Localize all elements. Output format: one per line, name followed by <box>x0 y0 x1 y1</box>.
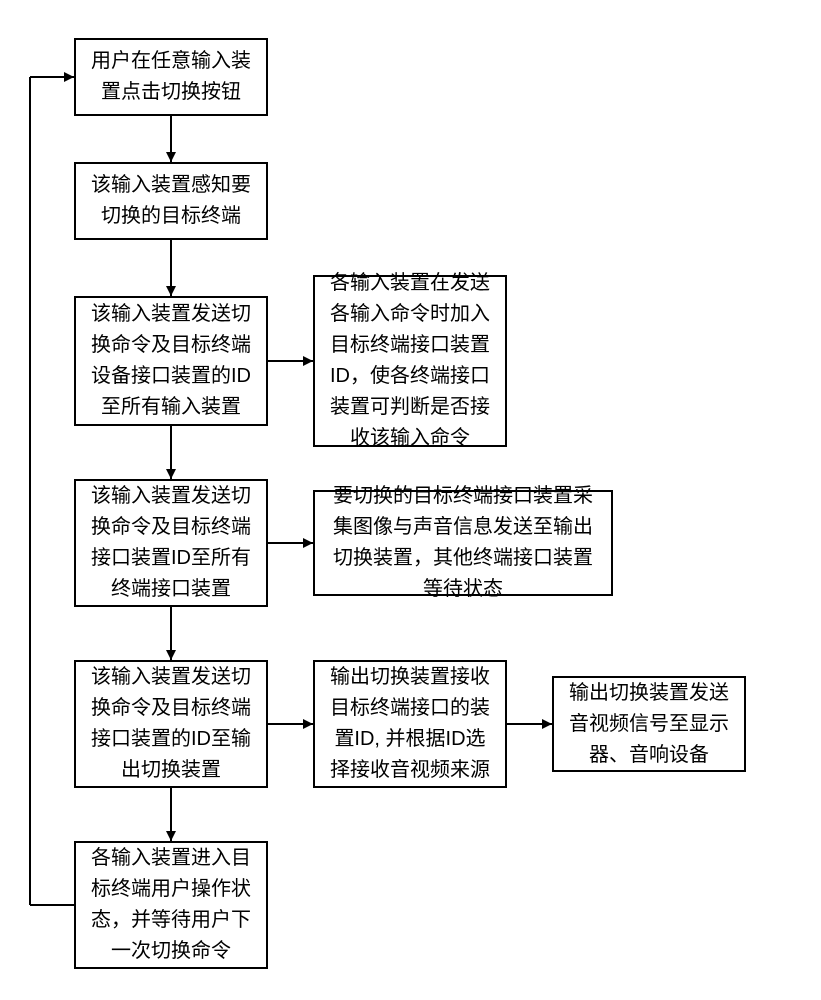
flowchart-node-n5r2: 输出切换装置发送音视频信号至显示器、音响设备 <box>552 676 746 772</box>
flowchart-node-n5r: 输出切换装置接收目标终端接口的装置ID, 并根据ID选择接收音视频来源 <box>313 660 507 788</box>
node-text: 该输入装置发送切换命令及目标终端设备接口装置的ID至所有输入装置 <box>86 299 256 423</box>
node-text: 该输入装置发送切换命令及目标终端接口装置ID至所有终端接口装置 <box>86 481 256 605</box>
flowchart-node-n4: 该输入装置发送切换命令及目标终端接口装置ID至所有终端接口装置 <box>74 479 268 607</box>
flowchart-node-n1: 用户在任意输入装置点击切换按钮 <box>74 38 268 116</box>
flowchart-node-n2: 该输入装置感知要切换的目标终端 <box>74 162 268 240</box>
node-text: 该输入装置感知要切换的目标终端 <box>86 170 256 232</box>
node-text: 各输入装置进入目标终端用户操作状态，并等待用户下一次切换命令 <box>86 843 256 967</box>
flowchart-node-n4r: 要切换的目标终端接口装置采集图像与声音信息发送至输出切换装置，其他终端接口装置等… <box>313 490 613 596</box>
node-text: 输出切换装置接收目标终端接口的装置ID, 并根据ID选择接收音视频来源 <box>325 662 495 786</box>
node-text: 各输入装置在发送各输入命令时加入目标终端接口装置ID，使各终端接口装置可判断是否… <box>325 268 495 454</box>
node-text: 输出切换装置发送音视频信号至显示器、音响设备 <box>564 678 734 771</box>
node-text: 要切换的目标终端接口装置采集图像与声音信息发送至输出切换装置，其他终端接口装置等… <box>325 481 601 605</box>
flowchart-node-n6: 各输入装置进入目标终端用户操作状态，并等待用户下一次切换命令 <box>74 841 268 969</box>
flowchart-node-n5: 该输入装置发送切换命令及目标终端接口装置的ID至输出切换装置 <box>74 660 268 788</box>
node-text: 该输入装置发送切换命令及目标终端接口装置的ID至输出切换装置 <box>86 662 256 786</box>
flowchart-node-n3r: 各输入装置在发送各输入命令时加入目标终端接口装置ID，使各终端接口装置可判断是否… <box>313 275 507 447</box>
flowchart-node-n3: 该输入装置发送切换命令及目标终端设备接口装置的ID至所有输入装置 <box>74 296 268 426</box>
node-text: 用户在任意输入装置点击切换按钮 <box>86 46 256 108</box>
